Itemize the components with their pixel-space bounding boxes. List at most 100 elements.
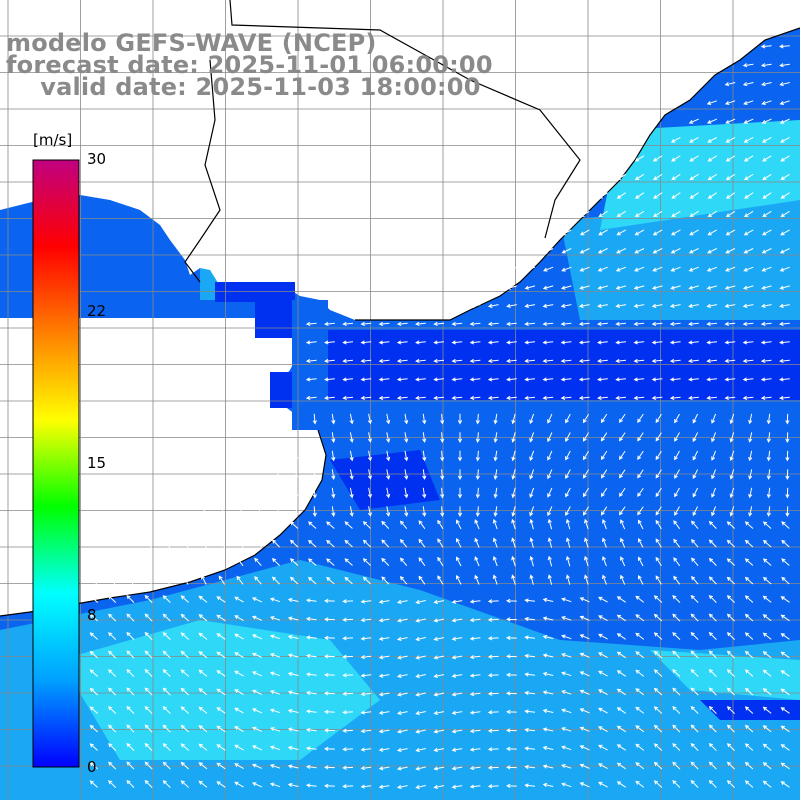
wind-arrow — [579, 689, 590, 695]
wind-arrow — [635, 651, 645, 659]
wind-arrow — [779, 358, 790, 364]
wind-arrow — [598, 763, 608, 770]
wind-arrow — [342, 599, 354, 604]
wind-arrow — [324, 654, 335, 659]
wind-arrow — [269, 616, 281, 621]
wind-arrow — [269, 782, 281, 788]
wind-arrow — [287, 727, 299, 732]
wind-arrow — [598, 633, 608, 640]
wind-arrow — [475, 432, 480, 444]
wind-arrow — [165, 574, 171, 585]
wind-arrow — [725, 266, 736, 272]
wind-arrow — [724, 303, 736, 308]
wind-arrow — [367, 413, 372, 425]
wind-arrow — [236, 538, 244, 548]
wind-arrow — [635, 780, 645, 788]
wind-arrow — [561, 248, 572, 254]
wind-arrow — [324, 358, 335, 364]
wind-arrow — [218, 575, 226, 585]
wind-arrow — [275, 487, 280, 499]
wind-arrow — [711, 469, 717, 480]
wind-arrow — [600, 506, 608, 516]
wind-arrow — [360, 691, 372, 697]
wind-arrow — [707, 173, 717, 181]
map-title-forecast-date: forecast date: 2025-11-01 06:00:00 — [6, 51, 493, 79]
wind-arrow — [635, 595, 645, 603]
wind-arrow — [475, 450, 480, 462]
wind-arrow — [743, 155, 754, 162]
wind-arrow — [326, 521, 335, 529]
wind-arrow — [529, 506, 535, 517]
wind-arrow — [619, 413, 626, 424]
wind-arrow — [511, 450, 516, 462]
wind-arrow — [744, 173, 754, 181]
wind-arrow — [234, 596, 244, 603]
wind-arrow — [396, 673, 408, 678]
wind-arrow — [386, 487, 391, 499]
wind-arrow — [287, 634, 299, 640]
wind-arrow — [726, 558, 735, 566]
wind-arrow — [487, 654, 499, 659]
wind-arrow — [584, 574, 589, 585]
wind-arrow — [492, 574, 498, 585]
wind-arrow — [126, 724, 135, 733]
wind-arrow — [415, 395, 426, 401]
wind-arrow — [437, 538, 444, 548]
wind-arrow — [287, 782, 299, 788]
wind-arrow — [726, 576, 735, 585]
ocean-deep-band — [300, 330, 800, 400]
wind-arrow — [600, 487, 608, 498]
wind-arrow — [524, 598, 536, 603]
wind-arrow — [762, 539, 772, 548]
wind-arrow — [653, 613, 663, 622]
wind-arrow — [692, 469, 699, 480]
wind-arrow — [331, 450, 336, 462]
wind-arrow — [542, 690, 554, 695]
wind-arrow — [635, 632, 645, 640]
wind-arrow — [638, 556, 644, 567]
wind-arrow — [422, 450, 427, 462]
wind-arrow — [198, 595, 208, 603]
wind-arrow — [378, 655, 390, 660]
wind-arrow — [598, 670, 608, 677]
wind-arrow — [218, 519, 226, 530]
wind-arrow — [706, 266, 718, 272]
wind-arrow — [780, 762, 790, 770]
wind-arrow — [287, 616, 299, 621]
wind-arrow — [706, 395, 718, 401]
wind-arrow — [469, 321, 481, 327]
wind-arrow — [289, 521, 299, 529]
wind-arrow — [582, 487, 590, 498]
wind-arrow — [689, 192, 699, 199]
wind-arrow — [711, 506, 717, 517]
wind-arrow — [198, 780, 208, 788]
wind-arrow — [671, 173, 681, 181]
wind-arrow — [672, 706, 681, 714]
wind-arrow — [688, 321, 699, 327]
wind-arrow — [218, 556, 226, 567]
wind-arrow — [506, 598, 517, 604]
wind-arrow — [762, 210, 772, 218]
wind-arrow — [147, 537, 152, 548]
wind-arrow — [287, 764, 299, 769]
wind-arrow — [236, 557, 244, 567]
wind-arrow — [308, 558, 317, 566]
wind-arrow — [653, 743, 663, 751]
wind-arrow — [542, 727, 554, 732]
wind-arrow — [692, 506, 699, 517]
wind-arrow — [582, 469, 590, 479]
wind-arrow — [633, 285, 645, 290]
wind-arrow — [620, 519, 626, 530]
wind-arrow — [726, 539, 735, 548]
wind-arrow — [724, 285, 736, 290]
wind-arrow — [506, 783, 517, 789]
wind-arrow — [637, 413, 644, 424]
wind-arrow — [236, 520, 244, 530]
wind-arrow — [634, 229, 645, 236]
wind-arrow — [305, 709, 317, 714]
wind-arrow — [597, 395, 608, 401]
wind-arrow — [766, 506, 771, 517]
wind-arrow — [469, 691, 481, 697]
wind-arrow — [451, 377, 463, 382]
